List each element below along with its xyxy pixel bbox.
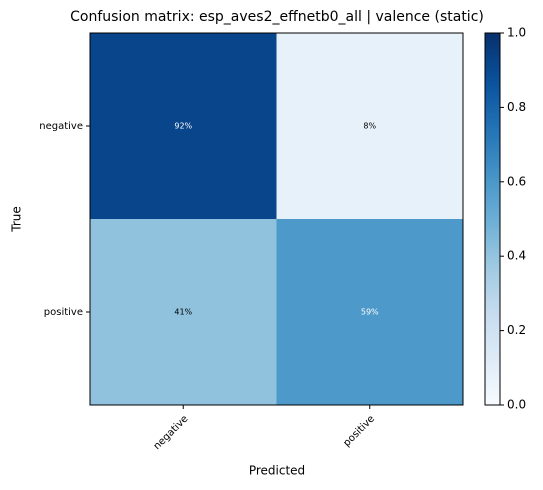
colorbar-tick-label: 0.6 [507,174,526,188]
chart-title: Confusion matrix: esp_aves2_effnetb0_all… [70,9,484,25]
colorbar-tick-label: 0.8 [507,100,526,114]
cell-label: 41% [174,308,192,317]
x-axis-label: Predicted [249,464,305,478]
colorbar-tick-label: 0.2 [507,323,526,337]
colorbar-tick-label: 1.0 [507,26,526,40]
y-tick-label: positive [44,307,83,318]
cell [90,33,277,220]
cell-label: 92% [174,122,192,131]
colorbar-tick-label: 0.4 [507,249,526,263]
cell [90,219,277,406]
x-tick-label: positive [341,413,377,449]
colorbar-tick-label: 0.0 [507,398,526,412]
x-tick-label: negative [152,413,191,452]
cell [276,33,464,220]
cell [276,219,464,406]
cell-label: 59% [361,308,379,317]
y-tick-label: negative [39,121,83,132]
plot-frame [89,32,464,406]
cell-label: 8% [363,122,376,131]
y-axis-label: True [10,206,24,233]
colorbar [484,32,501,406]
